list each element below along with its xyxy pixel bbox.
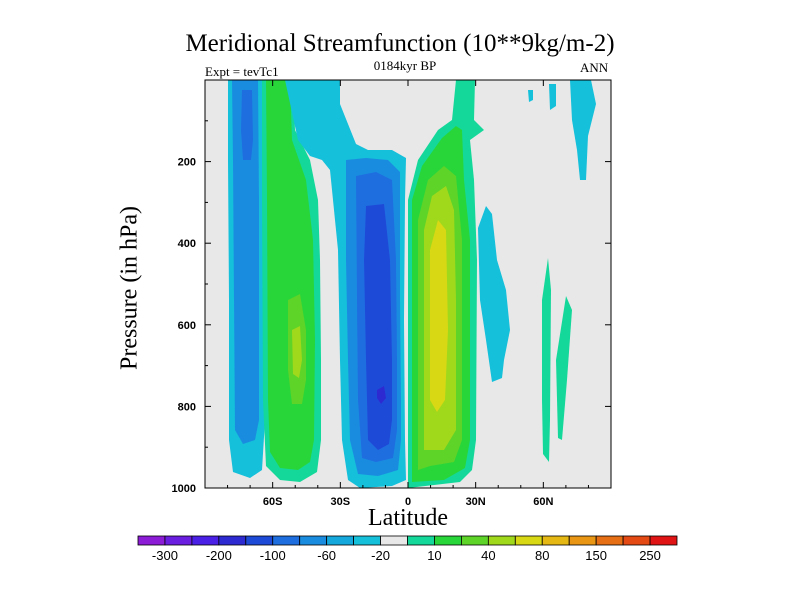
y-tick-label: 400 [178,238,196,250]
colorbar-label: -20 [371,548,390,563]
x-tick-label: 30S [331,496,351,508]
contour-nh-ferrel-l1 [478,206,510,382]
contour-nh-hadley-l5 [430,220,448,412]
contour-nh-polar-l1 [570,80,596,180]
colorbar-swatch [191,535,220,546]
colorbar-swatch [541,535,570,546]
colorbar-label: 250 [639,548,661,563]
colorbar: -300 -200 -100 -60 -20 10 40 80 150 250 [137,535,678,563]
axes: 60S 30S 0 30N 60N 200 400 600 800 1000 [172,80,611,508]
colorbar-swatch [299,535,328,546]
y-tick-label: 600 [178,320,196,332]
colorbar-swatch [622,535,651,546]
chart-subtitle: 0184kyr BP [373,58,437,73]
chart-title: Meridional Streamfunction (10**9kg/m-2) [185,30,615,57]
x-tick-label: 60N [533,496,553,508]
x-axis-label: Latitude [368,505,448,531]
colorbar-label: -60 [317,548,336,563]
colorbar-swatch [380,535,408,546]
colorbar-swatch [487,535,516,546]
colorbar-swatch [218,535,247,546]
contour-nh-streak-2 [556,296,572,440]
y-tick-label: 200 [178,157,196,169]
colorbar-label: -300 [152,548,178,563]
experiment-label: Expt = tevTc1 [205,64,279,79]
contour-sh-hadley-l4 [364,204,392,450]
colorbar-swatch [407,535,435,546]
colorbar-swatch [164,535,193,546]
contour-nh-polar-l3 [528,90,533,102]
colorbar-swatch [568,535,597,546]
colorbar-label: -200 [206,548,232,563]
contour-sh-ferrel-l4 [292,326,302,378]
colorbar-label: 150 [585,548,607,563]
contour-sh-outer-l2 [232,80,259,444]
x-tick-label: 0 [405,496,411,508]
colorbar-label: 80 [535,548,549,563]
contour-nh-polar-l2 [549,84,556,110]
colorbar-swatch [137,535,166,546]
colorbar-swatch [649,535,678,546]
colorbar-swatch [326,535,354,546]
contour-nh-streak-1 [542,258,551,462]
colorbar-label: -100 [260,548,286,563]
colorbar-swatch [245,535,274,546]
contour-sh-hadley-l5 [377,386,386,404]
x-tick-label: 60S [263,496,283,508]
colorbar-swatch [514,535,543,546]
colorbar-swatch [272,535,301,546]
colorbar-swatch [434,535,462,546]
colorbar-label: 10 [427,548,441,563]
x-tick-label: 30N [466,496,486,508]
contour-fills [228,80,596,488]
colorbar-swatch [353,535,381,546]
colorbar-swatch [595,535,624,546]
season-label: ANN [580,60,609,75]
y-tick-label: 800 [178,401,196,413]
colorbar-swatch [460,535,489,546]
contour-sh-outer-l3 [241,90,253,160]
y-tick-label: 1000 [172,483,196,495]
colorbar-label: 40 [481,548,495,563]
